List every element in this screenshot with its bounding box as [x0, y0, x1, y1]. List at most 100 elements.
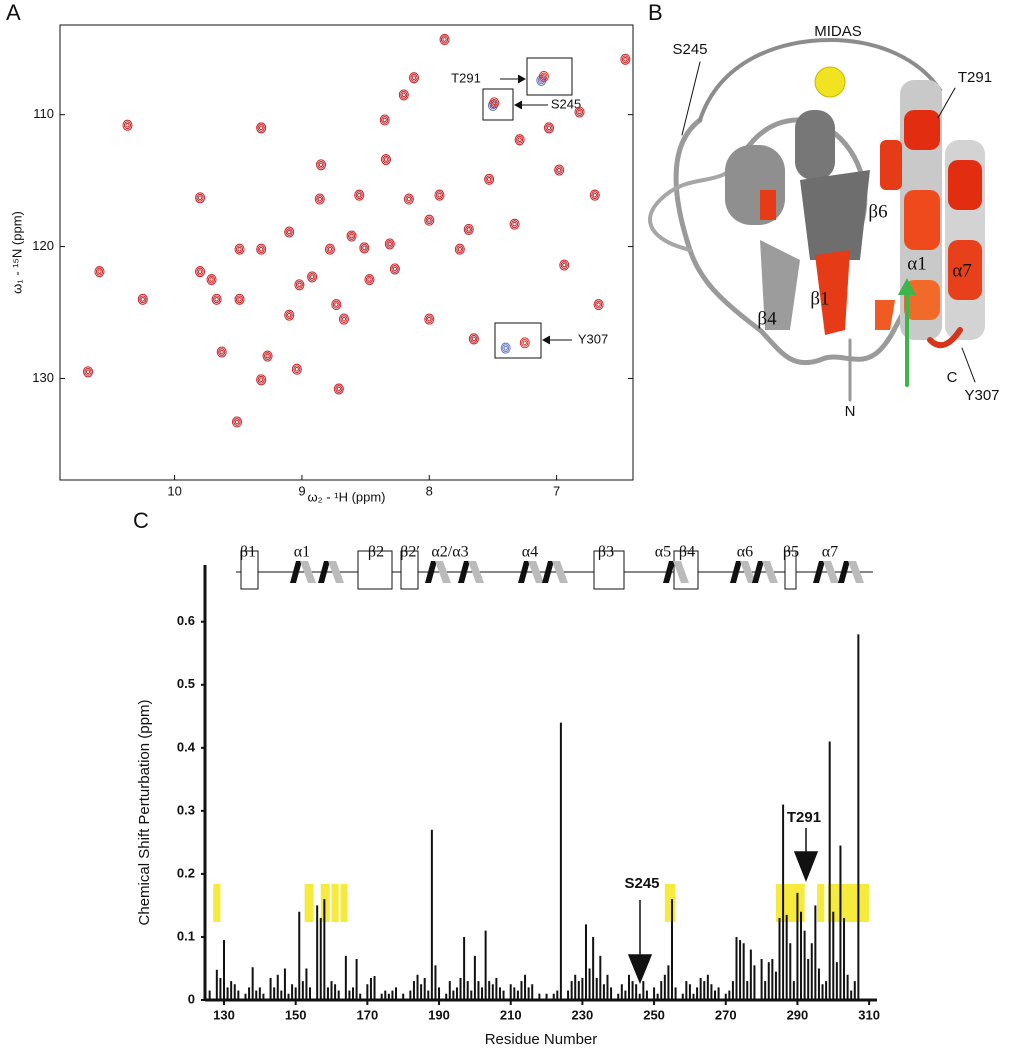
x-tick-label: 10 [167, 483, 181, 498]
bar [835, 962, 838, 1000]
bar [667, 965, 670, 1000]
contour [97, 269, 102, 274]
peak [379, 114, 390, 126]
contour [216, 346, 227, 358]
contour [346, 230, 357, 242]
bar [463, 936, 466, 1000]
bar [420, 984, 423, 1000]
bar [498, 987, 501, 1000]
contour [541, 74, 546, 79]
bar [513, 987, 516, 1000]
bar [495, 977, 498, 1000]
residue-arrows [627, 828, 819, 984]
contour [137, 293, 148, 305]
bar [620, 984, 623, 1000]
contour [546, 125, 552, 131]
bar [631, 981, 634, 1000]
contour [95, 267, 103, 276]
contour [437, 192, 442, 198]
x-tick-label: 250 [643, 1007, 665, 1022]
contour [295, 280, 303, 289]
helix [752, 561, 764, 583]
contour [439, 34, 450, 45]
x-axis-label: ω₂ - ¹H (ppm) [307, 489, 385, 504]
contour [401, 92, 406, 98]
contour [381, 116, 389, 124]
bar [359, 993, 362, 1000]
peak [234, 243, 245, 255]
contour [232, 416, 242, 428]
contour [234, 293, 245, 305]
helix [838, 561, 850, 583]
x-tick-label: 9 [298, 483, 305, 498]
bar [244, 993, 247, 1000]
bar [455, 987, 458, 1000]
contour [237, 297, 242, 302]
bar [366, 984, 369, 1000]
contour [285, 311, 293, 319]
contour [257, 375, 265, 384]
helix [663, 561, 675, 583]
contour [487, 99, 498, 111]
contour [206, 274, 217, 285]
plot-frame [59, 24, 634, 481]
bar [670, 899, 673, 1000]
highlight [664, 884, 676, 922]
annotation: T291 [787, 809, 821, 826]
contour [85, 369, 91, 375]
bar [785, 914, 788, 1000]
bar [283, 968, 286, 1000]
contour [516, 135, 524, 144]
bar [714, 990, 717, 1000]
bar [688, 984, 691, 1000]
peak [206, 274, 217, 285]
bar [452, 990, 455, 1000]
peak [554, 164, 565, 176]
bar [817, 968, 820, 1000]
contour [554, 164, 565, 176]
contour [236, 295, 244, 304]
contour [405, 195, 413, 203]
bar [276, 974, 279, 1000]
contour [387, 241, 392, 247]
bar [395, 987, 398, 1000]
contour [623, 57, 628, 62]
contour [538, 70, 549, 82]
contour [517, 137, 522, 142]
contour [367, 277, 372, 282]
contour [424, 313, 435, 325]
contour [316, 159, 326, 171]
contour [287, 229, 292, 235]
contour [84, 368, 92, 376]
contour [500, 342, 511, 354]
bar [298, 911, 301, 1000]
ss-label: α4 [522, 544, 538, 561]
contour [349, 233, 354, 239]
bar [538, 993, 541, 1000]
peak [256, 374, 267, 386]
contour [537, 76, 545, 85]
peak [398, 89, 409, 101]
structure-label: α1 [907, 253, 926, 274]
contour [521, 338, 529, 347]
bar [789, 943, 792, 1000]
contour [256, 374, 267, 386]
contour [324, 243, 335, 255]
peak [234, 293, 245, 305]
contour [392, 266, 397, 272]
bar [330, 981, 333, 1000]
peak [463, 223, 474, 235]
bar [233, 984, 236, 1000]
contour [195, 266, 206, 278]
bar [545, 993, 548, 1000]
bar [509, 984, 512, 1000]
contour [466, 227, 471, 232]
contour [197, 195, 203, 201]
contour [333, 383, 344, 395]
contour [620, 53, 631, 65]
contour [555, 166, 563, 174]
x-tick-label: 190 [428, 1007, 450, 1022]
contour [209, 277, 214, 282]
helix [823, 561, 839, 583]
annotation: S245 [624, 875, 659, 892]
